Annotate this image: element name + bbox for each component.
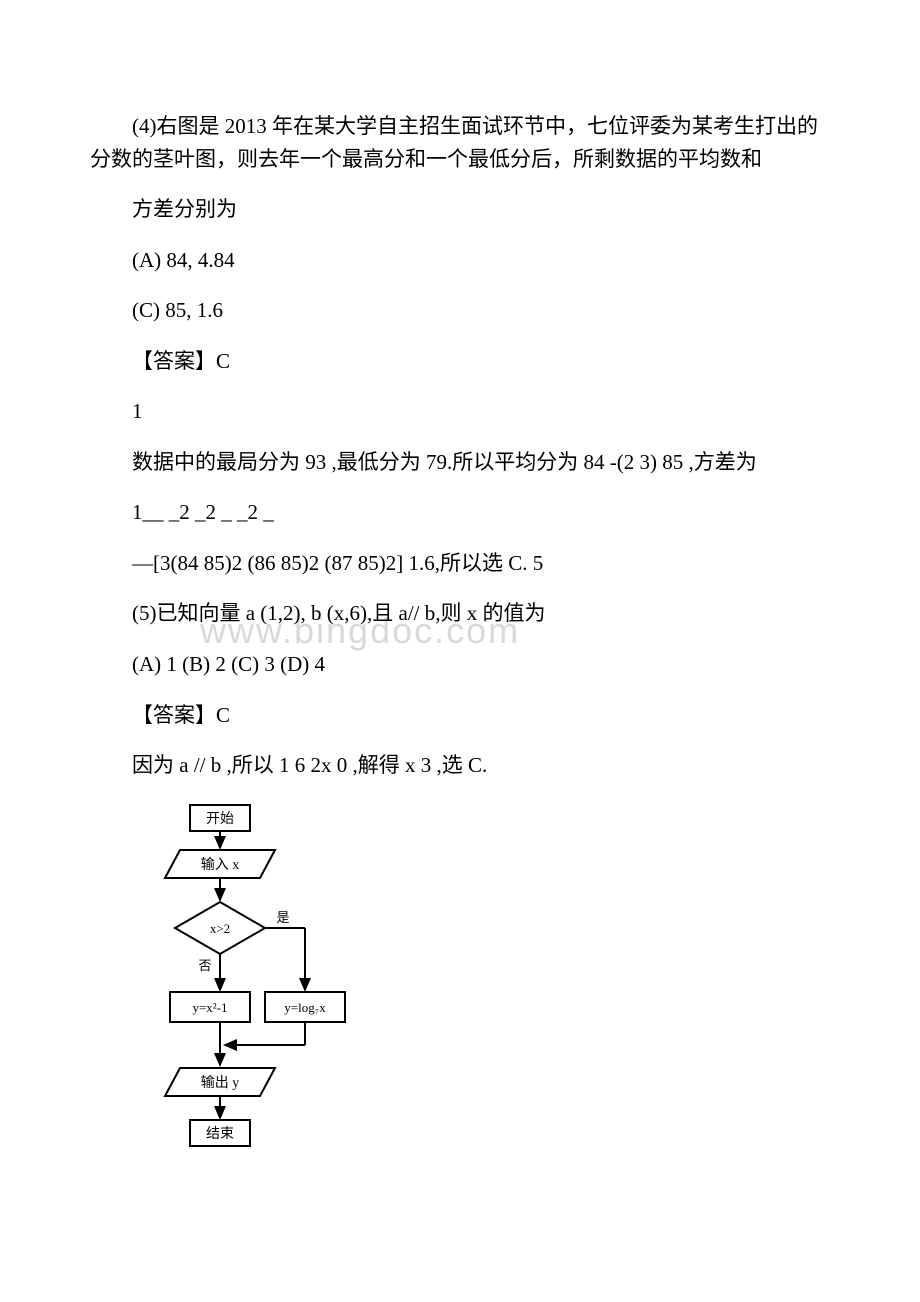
flowchart-diagram: 开始 输入 x x>2 是 否 y= [135, 800, 830, 1160]
flow-output-label: 输出 y [201, 1075, 240, 1091]
flow-right-label: y=log₇x [284, 1000, 326, 1015]
flow-cond-label: x>2 [210, 921, 230, 936]
q4-line2: 方差分别为 [90, 193, 830, 226]
flow-start-label: 开始 [206, 811, 234, 827]
flow-left-label: y=x²-1 [192, 1000, 227, 1015]
q4-option-c: (C) 85, 1.6 [90, 294, 830, 327]
q4-stem: (4)右图是 2013 年在某大学自主招生面试环节中，七位评委为某考生打出的 分… [90, 110, 830, 175]
q4-one: 1 [90, 395, 830, 428]
q5-options: (A) 1 (B) 2 (C) 3 (D) 4 [90, 648, 830, 681]
q5-stem: (5)已知向量 a (1,2), b (x,6),且 a// b,则 x 的值为 [90, 597, 830, 630]
q5-answer: 【答案】C [90, 699, 830, 732]
flow-input-label: 输入 x [201, 857, 240, 873]
q4-expl2: 1__ _2 _2 _ _2 _ [90, 496, 830, 529]
q4-expl3: —[3(84 85)2 (86 85)2 (87 85)2] 1.6,所以选 C… [90, 547, 830, 580]
q4-option-a: (A) 84, 4.84 [90, 244, 830, 277]
flow-end-label: 结束 [206, 1126, 234, 1142]
q4-answer: 【答案】C [90, 345, 830, 378]
q5-expl: 因为 a // b ,所以 1 6 2x 0 ,解得 x 3 ,选 C. [90, 749, 830, 782]
q4-expl1: 数据中的最局分为 93 ,最低分为 79.所以平均分为 84 -(2 3) 85… [90, 446, 830, 479]
flow-no-label: 否 [198, 958, 211, 973]
flow-yes-label: 是 [276, 910, 289, 925]
